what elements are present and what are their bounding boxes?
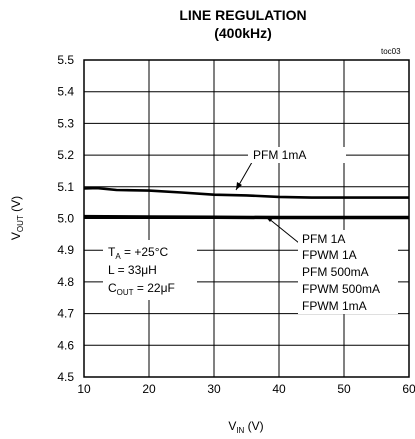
legend-upper: PFM 1mA <box>248 147 346 163</box>
x-tick-label: 50 <box>337 382 351 396</box>
y-tick-label: 5.4 <box>57 85 74 99</box>
legend-lower-label-5: FPWM 1mA <box>302 299 367 313</box>
conditions-bg <box>103 240 197 300</box>
y-tick-label: 5.5 <box>57 53 74 67</box>
condition-capacitance: COUT = 22μF <box>108 281 175 297</box>
y-tick-label: 4.7 <box>57 307 74 321</box>
legend-upper-bg <box>248 147 346 163</box>
y-axis-label: VOUT (V) <box>9 196 25 240</box>
y-tick-label: 5.1 <box>57 180 74 194</box>
legend-lower-label-3: PFM 500mA <box>302 265 369 279</box>
condition-temperature: TA = +25°C <box>108 245 169 261</box>
chart-title-line1: LINE REGULATION <box>179 7 306 23</box>
chart-title-line2: (400kHz) <box>214 25 272 41</box>
x-axis-label: VIN (V) <box>228 419 263 435</box>
x-tick-label: 40 <box>272 382 286 396</box>
legend-lower-label-2: FPWM 1A <box>302 248 357 262</box>
y-tick-label: 4.5 <box>57 370 74 384</box>
pfm-1ma-arrowhead <box>236 182 242 190</box>
legend-lower-bg <box>298 230 398 314</box>
y-tick-label: 5.3 <box>57 116 74 130</box>
tick-labels: 10 20 30 40 50 60 4.5 4.6 4.7 4.8 4.9 5.0 5.1 5.2 5.3 5… <box>57 53 415 396</box>
y-tick-label: 5.0 <box>57 212 74 226</box>
lower-group-leader <box>267 217 300 244</box>
legend-lower: PFM 1A FPWM 1A PFM 500mA FPWM 500mA FPWM… <box>298 230 398 314</box>
plot-frame <box>83 59 410 378</box>
condition-inductance: L = 33μH <box>108 263 157 277</box>
figure-tag: toc03 <box>381 47 401 56</box>
x-tick-label: 10 <box>77 382 91 396</box>
x-tick-label: 20 <box>142 382 156 396</box>
legend-lower-label-4: FPWM 500mA <box>302 282 380 296</box>
annotation-arrows <box>235 156 300 244</box>
series-line-1 <box>83 186 409 199</box>
y-tick-label: 5.2 <box>57 148 74 162</box>
test-conditions: TA = +25°C L = 33μH COUT = 22μF <box>103 240 197 300</box>
series-line-2 <box>83 214 409 218</box>
y-tick-label: 4.8 <box>57 275 74 289</box>
legend-lower-label-1: PFM 1A <box>302 232 345 246</box>
y-tick-label: 4.6 <box>57 338 74 352</box>
x-tick-label: 30 <box>207 382 221 396</box>
lower-group-arrowhead <box>265 216 273 222</box>
series-lines <box>83 186 409 220</box>
x-tick-label: 60 <box>402 382 415 396</box>
y-tick-label: 4.9 <box>57 243 74 257</box>
series-line-3 <box>83 216 409 220</box>
legend-upper-label: PFM 1mA <box>253 148 306 162</box>
